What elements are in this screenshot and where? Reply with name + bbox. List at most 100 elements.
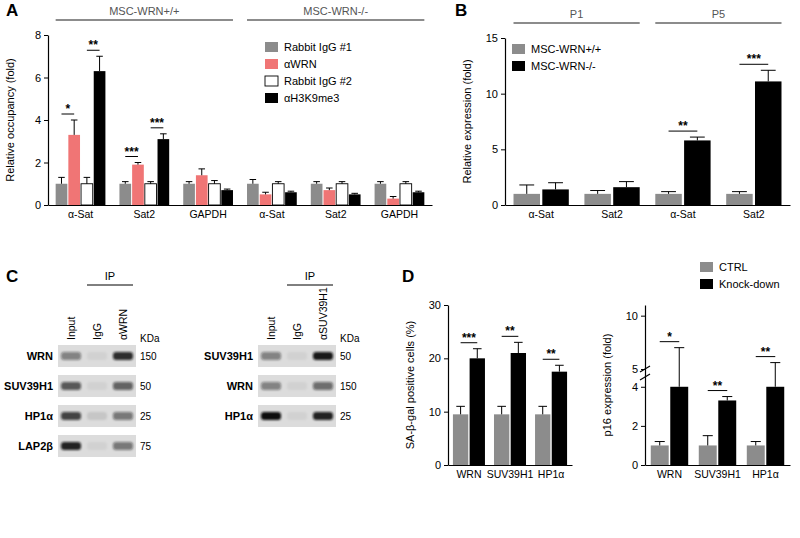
x-tick-label: α-Sat [528,208,553,220]
y-tick-mark [641,316,645,317]
significance-label: ** [546,347,556,361]
y-tick: 0 [632,459,645,471]
x-tick: SUV39H1 [487,468,534,480]
kda-label: 75 [140,441,152,452]
figure-container: A02468α-SatSat2GAPDHα-SatSat2GAPDHRelati… [0,0,800,538]
y-axis: 051015 [486,32,506,211]
panel-label: D [402,267,414,286]
error-bar [538,406,547,414]
x-tick: WRN [456,468,481,480]
error-bar [655,442,665,446]
kda-header: KDa [140,333,160,344]
error-bar [313,182,320,184]
y-tick-mark [44,205,48,206]
legend-label: αWRN [284,58,317,70]
bar [247,184,259,205]
y-tick: 2 [35,157,48,169]
error-bar [751,442,761,446]
y-tick-mark [444,305,448,306]
kda-label: 150 [340,381,357,392]
plot-marks [514,70,782,205]
blot-band [87,442,107,450]
y-tick: 30 [429,299,448,311]
protein-label: LAP2β [18,440,53,452]
y-tick-label: 2 [35,157,41,169]
error-bar [135,163,142,165]
y-tick: 4 [35,114,48,126]
error-bar [619,182,634,188]
error-bar [122,182,129,184]
legend-swatch [265,76,278,86]
x-tick-label: SUV39H1 [694,468,741,480]
blot-band [61,352,81,360]
significance-label: ** [89,38,99,52]
y-tick-label: 2 [632,420,638,432]
significance-label: * [66,102,71,116]
error-bar [147,182,154,184]
x-tick: Sat2 [743,208,765,220]
y-tick-label: 0 [632,459,638,471]
bar [56,184,68,205]
error-bar [661,192,676,194]
bar [494,414,509,465]
x-tick-label: SUV39H1 [487,468,534,480]
significance-label: *** [747,52,761,66]
blot-strip [258,375,336,397]
y-tick: 5 [492,143,505,155]
x-tick-label: Sat2 [325,208,347,220]
kda-label: 150 [140,351,157,362]
x-tick: α-Sat [68,208,93,220]
group-line [247,19,424,21]
x-axis: α-SatSat2α-SatSat2 [506,206,791,221]
error-bar [519,185,534,194]
error-bar [198,169,205,175]
legend-swatch [700,262,713,272]
bar [699,445,717,465]
error-bar [224,189,231,190]
x-tick: WRN [657,468,682,480]
protein-label: SUV39H1 [4,380,53,392]
blot-band [113,412,133,420]
bar [272,184,284,205]
y-tick-mark [44,163,48,164]
error-bar [160,134,167,139]
error-bar [186,182,193,184]
significance-label: *** [462,331,476,345]
lane-label: IgG [91,323,103,340]
error-bar [377,182,384,184]
y-axis-title: p16 expression (fold) [601,334,613,437]
y-axis: 024510 [626,306,646,472]
y-tick: 10 [429,406,448,418]
y-tick-mark [501,38,505,39]
plot-marks [56,56,425,205]
y-tick-label: 10 [486,88,498,100]
bar [209,184,221,205]
bar [145,184,157,205]
bar [511,353,526,465]
error-bar [703,436,713,446]
bar [684,140,710,205]
y-tick-label: 10 [429,406,441,418]
bar [726,194,752,205]
x-tick-label: HP1α [752,468,779,480]
x-tick: α-Sat [259,208,284,220]
y-tick-label: 15 [486,32,498,44]
y-tick-label: 5 [492,143,498,155]
x-tick-label: Sat2 [743,208,765,220]
blot-strip [58,375,136,397]
x-tick: SUV39H1 [694,468,741,480]
bar [68,135,80,205]
y-tick: 0 [35,199,48,211]
bar [323,190,335,205]
group-label: P5 [712,8,725,20]
x-axis-line [49,205,433,206]
kda-label: 50 [340,351,352,362]
significance-label: *** [150,116,164,130]
error-bar [84,177,91,183]
protein-label: WRN [227,380,253,392]
x-tick-label: Sat2 [134,208,156,220]
x-tick-label: α-Sat [68,208,93,220]
legend-swatch [265,59,278,69]
y-tick-mark [501,205,505,206]
blot-band [261,352,281,360]
